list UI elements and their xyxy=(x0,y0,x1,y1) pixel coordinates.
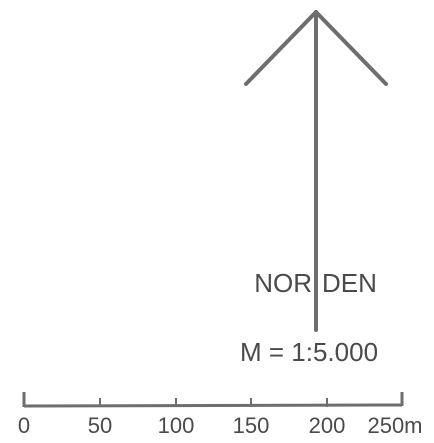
north-arrow-head-right xyxy=(314,10,388,86)
scale-label-100: 100 xyxy=(157,413,195,438)
scale-bar-baseline xyxy=(23,403,403,408)
scale-label-150: 150 xyxy=(232,413,270,438)
north-label-left: NOR xyxy=(252,268,314,298)
north-label-right: DEN xyxy=(320,268,379,298)
scale-label-200: 200 xyxy=(308,413,346,438)
scale-bar xyxy=(22,392,404,408)
scale-ratio: M = 1:5.000 xyxy=(240,337,379,367)
scale-label-250m: 250m xyxy=(367,413,423,438)
scale-label-50: 50 xyxy=(87,413,113,438)
north-arrow-head-left xyxy=(244,10,318,86)
scale-label-0: 0 xyxy=(17,413,31,438)
